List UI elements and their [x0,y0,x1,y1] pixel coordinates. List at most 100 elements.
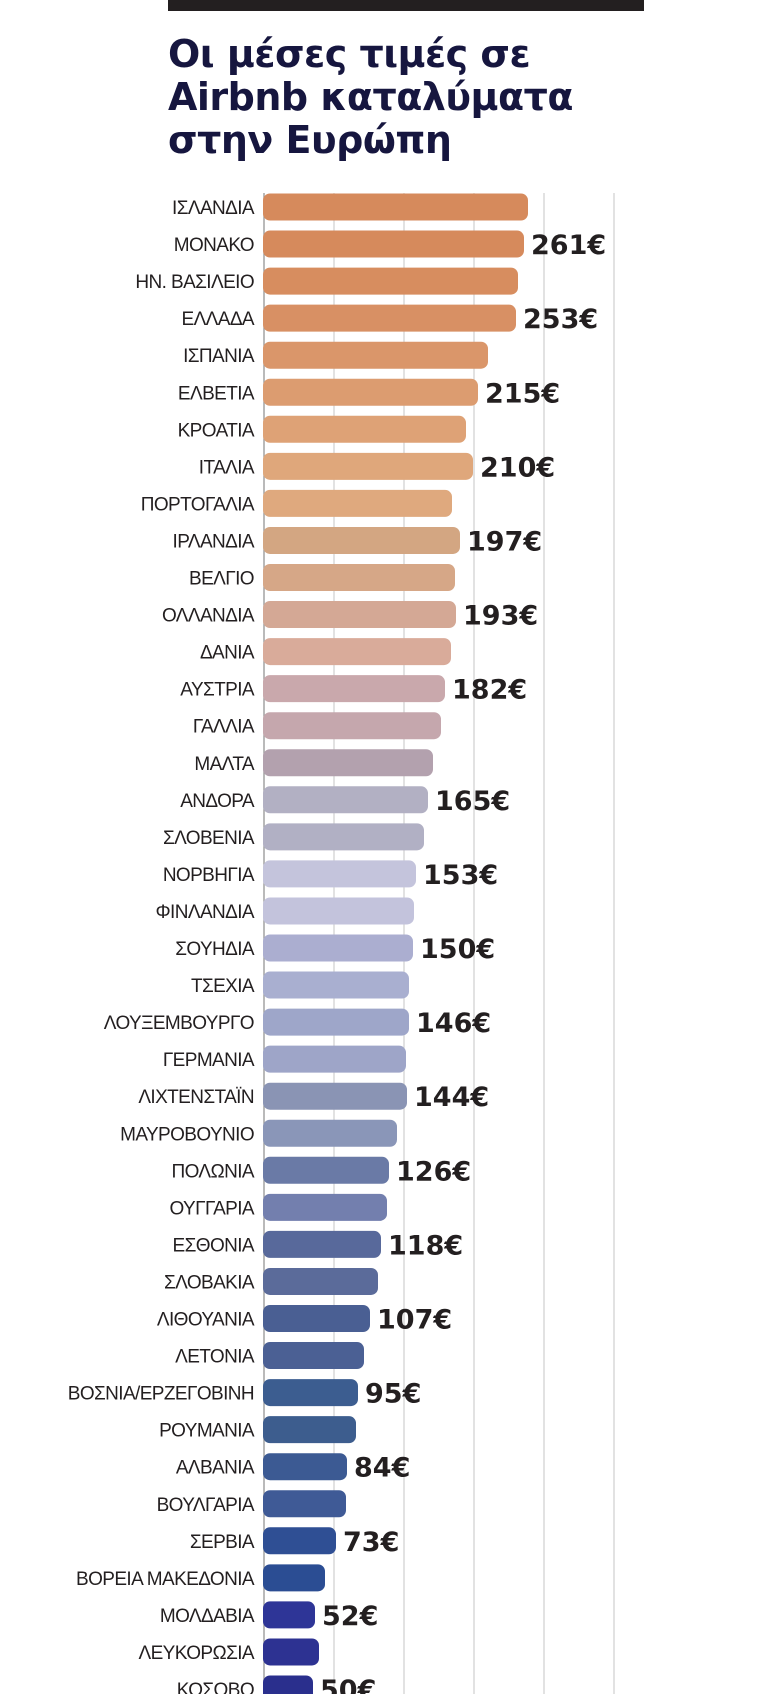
value-label: 73€ [343,1527,399,1558]
category-label: ΛΙΘΟΥΑΝΙΑ [157,1310,255,1331]
category-label: ΚΡΟΑΤΙΑ [178,420,255,441]
chart-title: Οι μέσες τιμές σε Airbnb καταλύματα στην… [168,32,573,162]
category-label: ΒΟΣΝΙΑ/ΕΡΖΕΓΟΒΙΝΗ [68,1384,254,1405]
category-label: ΒΟΡΕΙΑ ΜΑΚΕΔΟΝΙΑ [76,1569,255,1590]
bar [263,1527,336,1555]
value-label: 215€ [485,378,560,409]
category-label: ΒΕΛΓΙΟ [189,569,254,590]
bar [263,1008,409,1036]
category-label: ΦΙΝΛΑΝΔΙΑ [156,902,255,923]
bar [263,1564,325,1592]
category-label: ΣΛΟΒΑΚΙΑ [164,1272,255,1293]
bar [263,341,488,369]
value-label: 150€ [420,934,495,965]
bar [263,1675,313,1694]
top-rule [168,0,644,11]
bar [263,1045,406,1073]
bar [263,1490,346,1518]
value-label: 182€ [452,675,527,706]
category-label: ΝΟΡΒΗΓΙΑ [163,865,255,886]
category-label: ΛΙΧΤΕΝΣΤΑΪΝ [138,1087,254,1108]
bar [263,971,409,999]
bar [263,675,445,703]
bar [263,638,451,666]
bar [263,1638,319,1666]
bar [263,712,441,740]
value-label: 197€ [467,526,542,557]
value-label: 126€ [396,1156,471,1187]
bar [263,304,516,332]
bar [263,452,473,480]
bar [263,1230,381,1258]
bar [263,1453,347,1481]
category-label: ΠΟΛΩΝΙΑ [171,1161,254,1182]
category-label: ΜΟΛΔΑΒΙΑ [160,1606,255,1627]
bar [263,1379,358,1407]
category-label: ΣΕΡΒΙΑ [190,1532,255,1553]
category-label: ΕΛΛΑΔΑ [182,309,255,330]
category-label: ΙΤΑΛΙΑ [199,457,255,478]
bars [263,193,528,1694]
category-label: ΣΟΥΗΔΙΑ [175,939,255,960]
bar [263,749,433,777]
category-label: ΟΛΛΑΝΔΙΑ [162,606,255,627]
bar [263,1601,315,1629]
bar [263,1342,364,1370]
bar [263,1267,378,1295]
bar [263,267,518,295]
value-label: 84€ [354,1453,410,1484]
category-label: ΓΕΡΜΑΝΙΑ [163,1050,255,1071]
category-label: ΙΣΠΑΝΙΑ [183,346,255,367]
value-labels: 261€ 253€ 215€ 210€ 197€ 193€ 182€ 165€ 153€ 150€… [320,230,606,1694]
value-label: 261€ [531,230,606,261]
bar [263,564,455,591]
category-label: ΠΟΡΤΟΓΑΛΙΑ [141,494,255,515]
bar [263,1305,370,1332]
category-label: ΣΛΟΒΕΝΙΑ [163,828,255,849]
bar [263,1119,397,1147]
bar [263,415,466,443]
value-label: 144€ [414,1082,489,1113]
category-label: ΜΑΥΡΟΒΟΥΝΙΟ [120,1124,254,1145]
category-label: ΤΣΕΧΙΑ [191,976,255,997]
bar [263,1416,356,1444]
category-label: ΔΑΝΙΑ [200,643,255,664]
category-label: ΙΣΛΑΝΔΙΑ [172,198,255,219]
bar [263,1193,387,1221]
bar [263,230,524,258]
category-label: ΕΛΒΕΤΙΑ [178,383,255,404]
bar [263,378,478,406]
value-label: 50€ [320,1675,376,1694]
bar [263,526,460,554]
category-label: ΚΟΣΟΒΟ [177,1680,254,1694]
value-label: 253€ [523,304,598,335]
bar [263,786,428,814]
category-label: ΛΕΤΟΝΙΑ [175,1347,255,1368]
value-label: 107€ [377,1305,452,1336]
category-label: ΜΑΛΤΑ [194,754,255,775]
category-label: ΕΣΘΟΝΙΑ [173,1235,255,1256]
bar [263,823,424,851]
bar [263,934,413,962]
value-label: 52€ [322,1601,378,1632]
bar [263,489,452,517]
bar [263,860,416,888]
category-label: ΑΥΣΤΡΙΑ [180,680,255,701]
value-label: 146€ [416,1008,491,1039]
category-label: ΑΛΒΑΝΙΑ [176,1458,255,1479]
category-label: ΓΑΛΛΙΑ [193,717,255,738]
category-label: ΡΟΥΜΑΝΙΑ [159,1421,255,1442]
category-label: ΜΟΝΑΚΟ [174,235,254,256]
value-label: 118€ [388,1230,463,1261]
bar [263,897,414,925]
value-label: 165€ [435,786,510,817]
category-labels: ΙΣΛΑΝΔΙΑ ΜΟΝΑΚΟ ΗΝ. ΒΑΣΙΛΕΙΟ ΕΛΛΑΔΑ ΙΣΠΑΝΙΑ Ε… [68,198,256,1694]
bar [263,1156,389,1184]
category-label: ΟΥΓΓΑΡΙΑ [169,1198,254,1219]
value-label: 193€ [463,601,538,632]
category-label: ΛΕΥΚΟΡΩΣΙΑ [139,1643,255,1664]
value-label: 153€ [423,860,498,891]
bar [263,601,456,629]
category-label: ΑΝΔΟΡΑ [180,791,255,812]
